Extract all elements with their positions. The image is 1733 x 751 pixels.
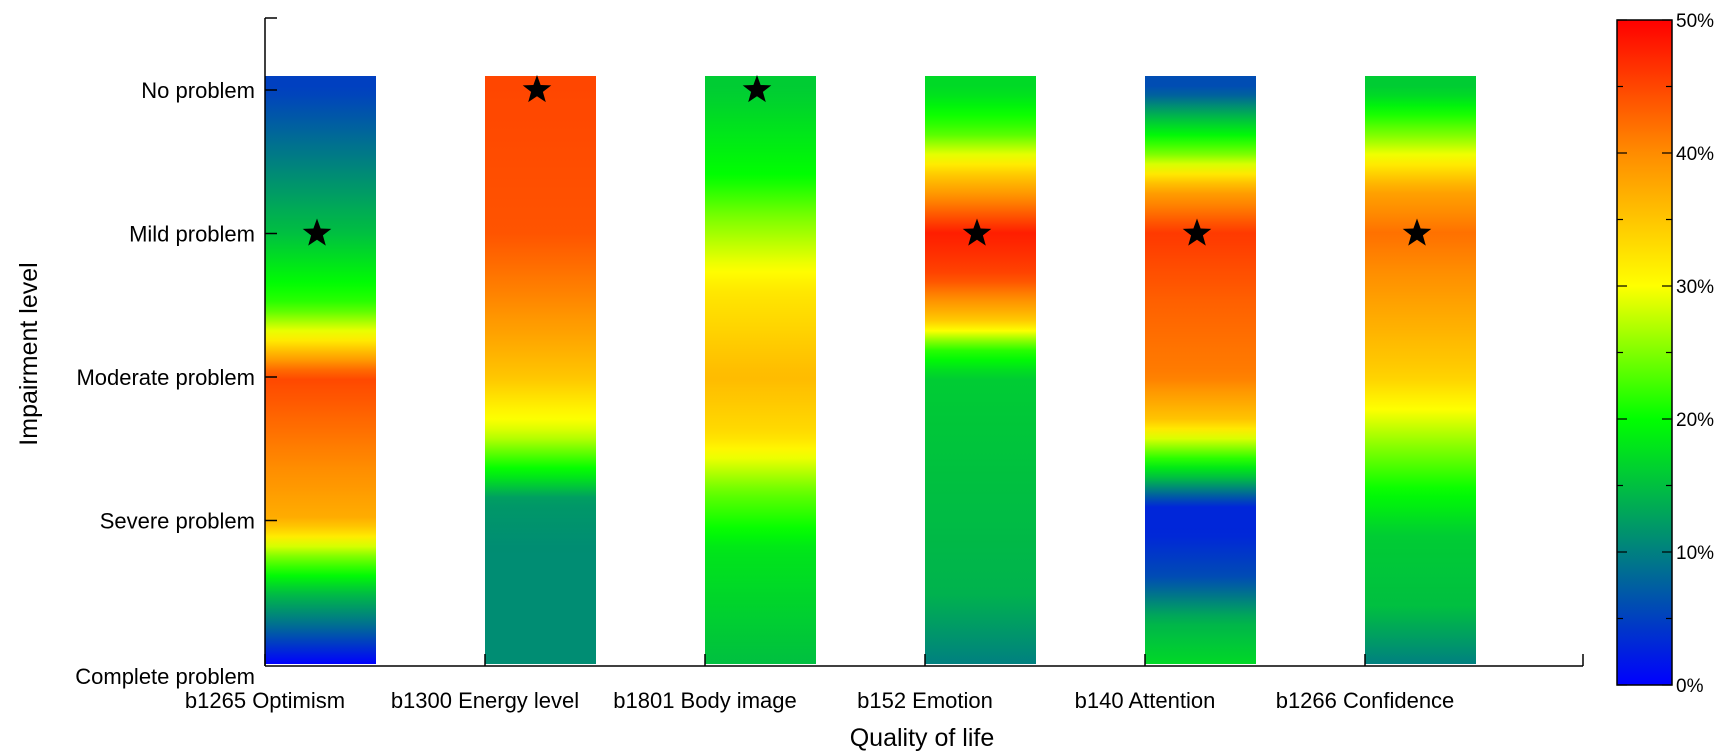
y-tick-labels: No problem Mild problem Moderate problem Se… bbox=[75, 78, 255, 689]
x-tick-label: b1266 Confidence bbox=[1276, 688, 1455, 713]
colorbar-tick-label: 30% bbox=[1676, 277, 1714, 298]
x-tick-labels: b1265 Optimism b1300 Energy level b1801 Bo… bbox=[185, 688, 1454, 713]
colorbar-gradient bbox=[1616, 19, 1673, 686]
star-marker bbox=[1182, 218, 1212, 246]
star-marker bbox=[522, 75, 552, 103]
axes bbox=[264, 17, 1584, 667]
star-marker bbox=[962, 218, 992, 246]
colorbar-tick-label: 40% bbox=[1676, 144, 1714, 165]
heatmap-column bbox=[705, 76, 816, 664]
x-tick-label: b1265 Optimism bbox=[185, 688, 345, 713]
heatmap-column bbox=[925, 76, 1036, 664]
colorbar-tick-label: 50% bbox=[1676, 11, 1714, 32]
colorbar-tick-label: 10% bbox=[1676, 543, 1714, 564]
colorbar: 0% 10% 20% 30% 40% 50% bbox=[1616, 11, 1714, 697]
star-marker bbox=[1402, 218, 1432, 246]
y-tick-label: Severe problem bbox=[100, 509, 255, 534]
heatmap-column bbox=[485, 76, 596, 664]
x-tick-label: b152 Emotion bbox=[857, 688, 993, 713]
x-tick-label: b140 Attention bbox=[1075, 688, 1216, 713]
star-marker bbox=[302, 218, 332, 246]
star-marker bbox=[742, 75, 772, 103]
heatmap-column bbox=[1145, 76, 1256, 664]
heatmap-columns bbox=[265, 76, 1476, 664]
y-tick-label: Complete problem bbox=[75, 664, 255, 689]
y-tick-label: No problem bbox=[141, 78, 255, 103]
y-tick-label: Moderate problem bbox=[76, 365, 255, 390]
y-axis-label: Impairment level bbox=[15, 262, 43, 445]
star-markers bbox=[302, 75, 1432, 246]
colorbar-tick-label: 0% bbox=[1676, 676, 1704, 697]
x-tick-label: b1801 Body image bbox=[613, 688, 796, 713]
heatmap-column bbox=[1365, 76, 1476, 664]
y-tick-label: Mild problem bbox=[129, 222, 255, 247]
heatmap-column bbox=[265, 76, 376, 664]
colorbar-tick-label: 20% bbox=[1676, 410, 1714, 431]
x-axis-label: Quality of life bbox=[850, 724, 995, 751]
x-tick-label: b1300 Energy level bbox=[391, 688, 579, 713]
